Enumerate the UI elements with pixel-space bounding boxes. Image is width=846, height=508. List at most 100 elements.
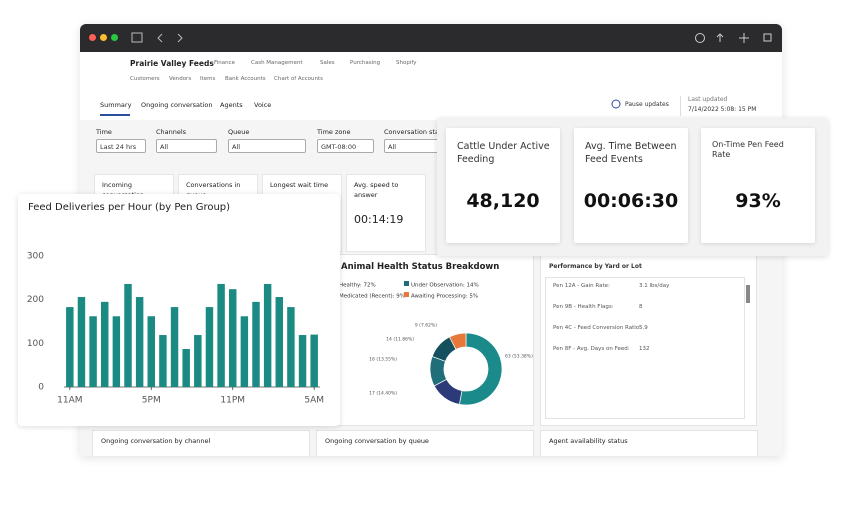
kpi-value: 93% — [735, 190, 781, 212]
subnav-item[interactable]: Items — [200, 76, 216, 82]
nav-item[interactable]: Cash Management — [251, 60, 303, 66]
subnav-item[interactable]: Chart of Accounts — [274, 76, 323, 82]
last-updated-value: 7/14/2022 5:08: 15 PM — [688, 106, 757, 113]
legend-label: Healthy: 72% — [339, 283, 376, 289]
bottom-panel: Agent availability status — [540, 430, 758, 456]
bar — [263, 283, 272, 387]
browser-toolbar — [80, 24, 782, 52]
donut-slice — [458, 332, 503, 406]
panel-title: Ongoing conversation by queue — [325, 437, 429, 445]
filter-label: Time — [96, 128, 112, 136]
bar — [124, 283, 132, 387]
filter-label: Time zone — [317, 128, 351, 136]
y-tick-label: 300 — [27, 252, 44, 262]
feed-chart-card: Feed Deliveries per Hour (by Pen Group) … — [18, 194, 340, 426]
stat-value: 00:14:19 — [354, 213, 404, 226]
dropdown[interactable]: All — [384, 139, 444, 153]
bar — [310, 334, 318, 387]
bar — [287, 307, 295, 387]
legend-label: Awaiting Processing: 5% — [411, 294, 478, 300]
kpi-card: On-Time Pen Feed Rate 93% — [701, 128, 815, 243]
row-label: Pen 12A - Gain Rate: — [553, 283, 610, 289]
bottom-panel: Ongoing conversation by queue — [316, 430, 534, 456]
last-updated-label: Last updated — [688, 96, 728, 103]
bar — [194, 335, 202, 387]
kpi-value: 48,120 — [466, 190, 540, 212]
chart-title: Feed Deliveries per Hour (by Pen Group) — [28, 202, 231, 213]
nav-item[interactable]: Shopify — [396, 60, 417, 66]
tab[interactable]: Voice — [254, 101, 272, 109]
kpi-label: Cattle Under Active Feeding — [457, 141, 550, 165]
donut-chart: Healthy: 72% Under Observation: 14% Medica… — [332, 281, 533, 406]
bar — [77, 297, 86, 387]
subnav-item[interactable]: Customers — [130, 76, 160, 82]
nav-icons[interactable] — [130, 31, 190, 45]
row-value: 3.1 lbs/day — [639, 283, 670, 289]
dropdown[interactable]: GMT-08:00 — [317, 139, 374, 153]
minimize-button[interactable] — [100, 34, 107, 41]
bottom-panel: Ongoing conversation by channel — [92, 430, 310, 456]
scrollbar[interactable] — [746, 285, 750, 303]
app-name: Prairie Valley Feeds — [130, 59, 214, 68]
bar — [112, 316, 121, 387]
stat-card: Avg. speed to answer 00:14:19 — [346, 174, 426, 252]
nav-item[interactable]: Finance — [214, 60, 236, 66]
divider — [680, 96, 681, 116]
filter-label: Queue — [228, 128, 250, 136]
slice-label: 16 (13.55%) — [369, 357, 397, 363]
tab[interactable]: Agents — [220, 101, 243, 109]
x-tick-label: 11PM — [220, 396, 245, 406]
scroll-area[interactable] — [545, 277, 745, 419]
pause-updates[interactable]: Pause updates — [625, 101, 669, 108]
tab[interactable]: Summary — [100, 101, 132, 109]
x-tick-label: 11AM — [57, 396, 82, 406]
kpi-card: Avg. Time Between Feed Events 00:06:30 — [574, 128, 688, 243]
y-tick-label: 200 — [27, 295, 44, 305]
row-label: Pen 9B - Health Flags: — [553, 304, 614, 310]
bar — [147, 316, 155, 387]
bar — [229, 289, 237, 387]
bar — [101, 301, 109, 387]
dropdown[interactable]: All — [156, 139, 217, 153]
filter-label: Conversation sta — [384, 128, 439, 136]
bar — [66, 307, 74, 387]
legend-label: Medicated (Recent): 9% — [339, 294, 405, 300]
close-button[interactable] — [89, 34, 96, 41]
bar — [182, 349, 190, 387]
filter-label: Channels — [156, 128, 187, 136]
x-tick-label: 5AM — [304, 396, 324, 406]
kpi-card: Cattle Under Active Feeding 48,120 — [446, 128, 560, 243]
bar — [217, 283, 225, 387]
stat-label: Avg. speed to answer — [354, 181, 399, 199]
slice-label: 9 (7.62%) — [415, 323, 437, 329]
performance-panel: Performance by Yard or Lot Pen 12A - Gai… — [540, 254, 757, 426]
toolbar-icons[interactable] — [692, 31, 777, 45]
zoom-button[interactable] — [111, 34, 118, 41]
legend-swatch — [404, 281, 409, 286]
tab-underline — [100, 114, 130, 116]
panel-title: Agent availability status — [549, 437, 628, 445]
slice-label: 14 (11.86%) — [386, 337, 414, 343]
bar — [135, 297, 144, 387]
dropdown[interactable]: Last 24 hrs — [96, 139, 146, 153]
subnav-item[interactable]: Bank Accounts — [225, 76, 266, 82]
panel-title: Performance by Yard or Lot — [549, 263, 642, 270]
nav-item[interactable]: Sales — [320, 60, 335, 66]
donut-slice — [449, 332, 467, 350]
y-tick-label: 0 — [38, 383, 44, 393]
x-tick-label: 5PM — [142, 396, 161, 406]
bar — [298, 335, 307, 387]
dropdown[interactable]: All — [228, 139, 306, 153]
kpi-value: 00:06:30 — [583, 190, 679, 212]
row-value: 5.9 — [639, 325, 648, 331]
y-tick-label: 100 — [27, 339, 44, 349]
slice-label: 17 (14.40%) — [369, 391, 397, 397]
pause-icon[interactable] — [611, 99, 621, 109]
row-value: 8 — [639, 304, 643, 310]
nav-item[interactable]: Purchasing — [350, 60, 381, 66]
tab[interactable]: Ongoing conversation — [141, 101, 213, 109]
row-label: Pen 8F - Avg. Days on Feed: — [553, 346, 630, 352]
stat-label: Longest wait time — [270, 181, 329, 189]
panel-title: Ongoing conversation by channel — [101, 437, 211, 445]
subnav-item[interactable]: Vendors — [169, 76, 192, 82]
